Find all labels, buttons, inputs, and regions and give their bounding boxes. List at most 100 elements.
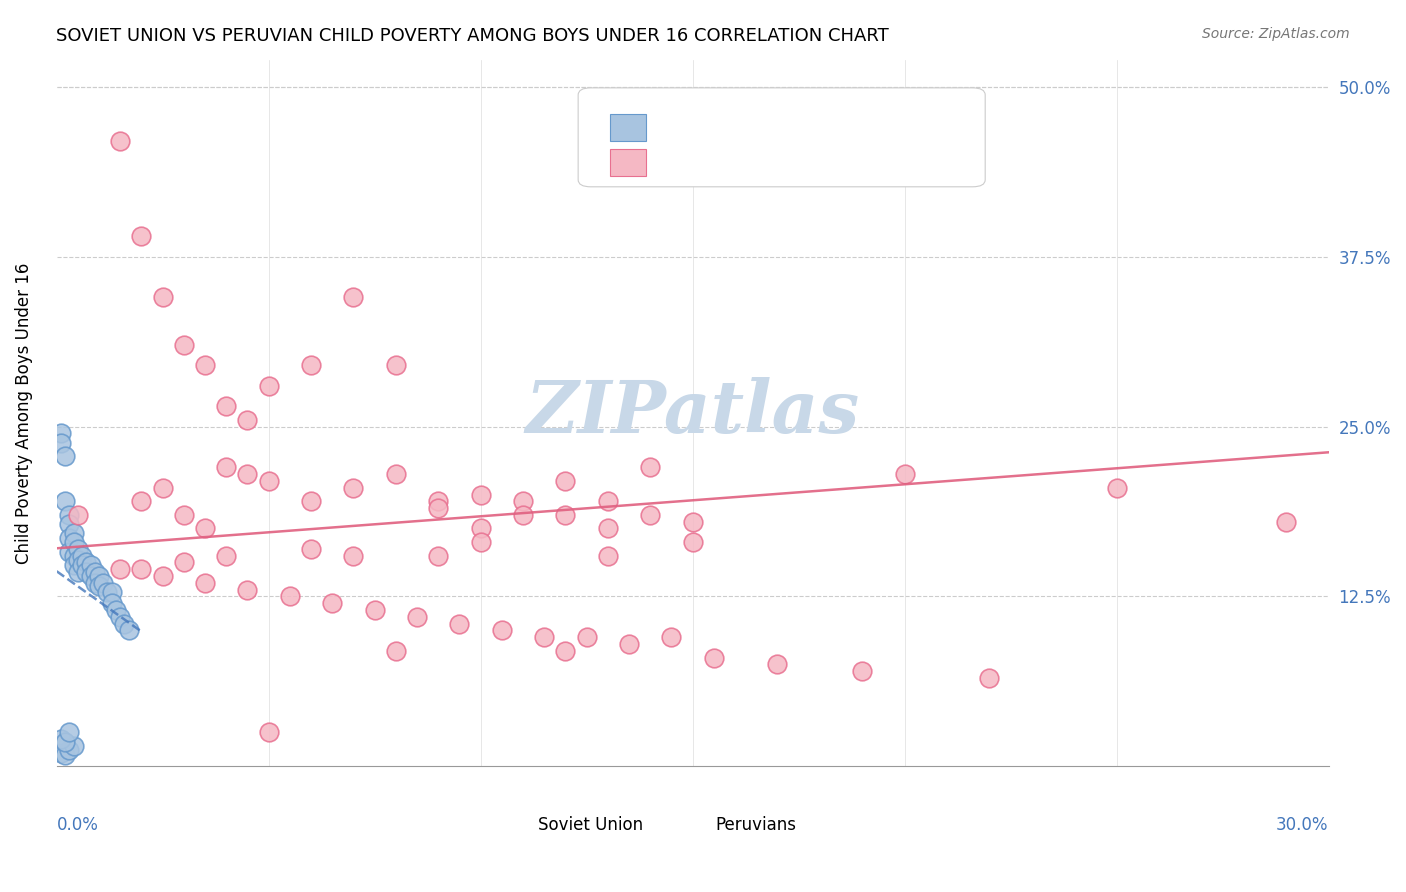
- Point: [385, 359, 408, 373]
- Text: 40: 40: [865, 118, 890, 136]
- Point: [66, 541, 89, 556]
- Point: [62, 549, 84, 563]
- Point: [100, 596, 122, 610]
- Point: [194, 575, 217, 590]
- Point: [1105, 481, 1128, 495]
- Point: [661, 630, 683, 644]
- Y-axis label: Child Poverty Among Boys Under 16: Child Poverty Among Boys Under 16: [15, 262, 32, 564]
- Point: [79, 569, 101, 583]
- Point: [299, 541, 322, 556]
- Point: [236, 582, 259, 597]
- Point: [257, 378, 280, 392]
- Text: SOVIET UNION VS PERUVIAN CHILD POVERTY AMONG BOYS UNDER 16 CORRELATION CHART: SOVIET UNION VS PERUVIAN CHILD POVERTY A…: [56, 27, 889, 45]
- Point: [470, 487, 492, 501]
- Point: [278, 590, 301, 604]
- Point: [638, 460, 661, 475]
- Point: [682, 535, 704, 549]
- Text: Peruvians: Peruvians: [716, 816, 797, 834]
- FancyBboxPatch shape: [502, 809, 534, 826]
- Point: [512, 494, 534, 508]
- Point: [215, 399, 238, 413]
- Point: [152, 481, 174, 495]
- Text: R =: R =: [654, 118, 690, 136]
- Point: [49, 746, 72, 760]
- Point: [66, 565, 89, 579]
- Point: [58, 517, 80, 532]
- Point: [363, 603, 385, 617]
- Point: [58, 725, 80, 739]
- Text: Source: ZipAtlas.com: Source: ZipAtlas.com: [1202, 27, 1350, 41]
- Point: [512, 508, 534, 522]
- Point: [406, 610, 429, 624]
- Point: [173, 508, 195, 522]
- Point: [533, 630, 555, 644]
- Point: [427, 549, 450, 563]
- Point: [62, 558, 84, 573]
- Point: [173, 338, 195, 352]
- Point: [110, 562, 132, 576]
- Text: Soviet Union: Soviet Union: [538, 816, 644, 834]
- FancyBboxPatch shape: [610, 114, 645, 141]
- Point: [979, 671, 1001, 685]
- Point: [342, 481, 364, 495]
- Point: [1275, 515, 1298, 529]
- Point: [75, 565, 97, 579]
- Point: [152, 569, 174, 583]
- Text: 0.0%: 0.0%: [56, 816, 98, 834]
- Point: [49, 732, 72, 747]
- Point: [554, 508, 576, 522]
- Point: [58, 743, 80, 757]
- Point: [70, 549, 93, 563]
- Point: [83, 565, 105, 579]
- Point: [87, 578, 110, 592]
- Point: [236, 467, 259, 482]
- Text: ZIPatlas: ZIPatlas: [526, 377, 859, 449]
- Point: [257, 725, 280, 739]
- Point: [596, 521, 619, 535]
- Point: [427, 501, 450, 516]
- Point: [427, 494, 450, 508]
- Point: [342, 549, 364, 563]
- Point: [638, 508, 661, 522]
- Point: [851, 664, 873, 678]
- Point: [100, 585, 122, 599]
- Point: [79, 558, 101, 573]
- FancyBboxPatch shape: [610, 149, 645, 177]
- Point: [385, 467, 408, 482]
- Point: [470, 535, 492, 549]
- Point: [62, 525, 84, 540]
- FancyBboxPatch shape: [578, 88, 986, 186]
- Point: [215, 460, 238, 475]
- Point: [491, 624, 513, 638]
- Point: [131, 562, 153, 576]
- Point: [385, 644, 408, 658]
- Point: [49, 426, 72, 441]
- Point: [58, 508, 80, 522]
- Point: [118, 624, 141, 638]
- Point: [53, 748, 76, 763]
- Point: [91, 575, 114, 590]
- Point: [58, 531, 80, 545]
- Point: [893, 467, 915, 482]
- Point: [299, 359, 322, 373]
- Point: [58, 544, 80, 558]
- Point: [703, 650, 725, 665]
- Point: [104, 603, 127, 617]
- Point: [49, 435, 72, 450]
- Text: R =: R =: [654, 153, 690, 171]
- Point: [215, 549, 238, 563]
- Point: [53, 735, 76, 749]
- Text: 68: 68: [865, 153, 890, 171]
- Point: [114, 616, 136, 631]
- Point: [236, 413, 259, 427]
- Text: N =: N =: [814, 153, 851, 171]
- Point: [554, 644, 576, 658]
- Point: [321, 596, 343, 610]
- Text: -0.165: -0.165: [718, 118, 783, 136]
- Point: [342, 290, 364, 304]
- Point: [53, 450, 76, 464]
- Point: [194, 359, 217, 373]
- Point: [194, 521, 217, 535]
- Point: [766, 657, 789, 672]
- Point: [110, 610, 132, 624]
